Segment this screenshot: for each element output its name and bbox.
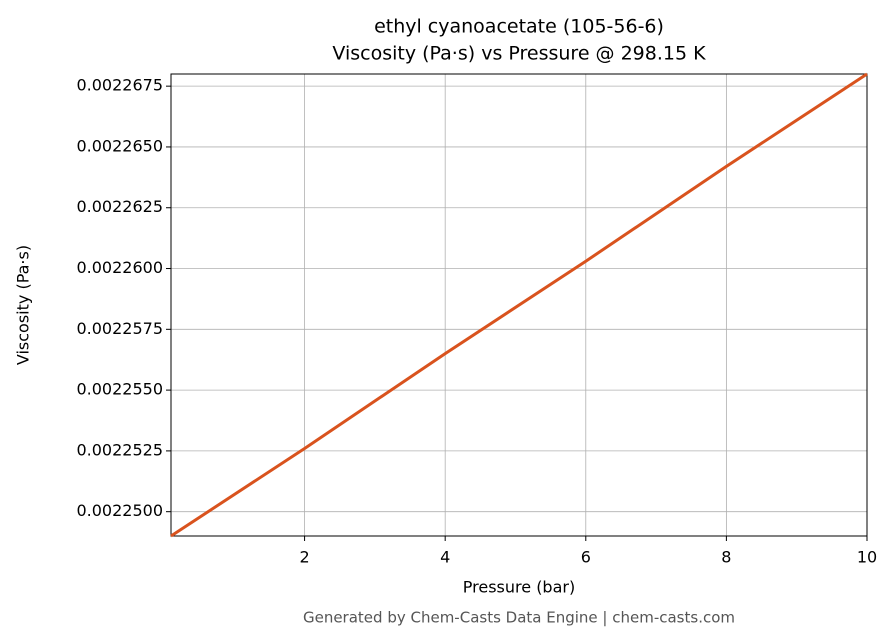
data-line [170, 72, 868, 538]
y-tick-label: 0.0022675 [76, 76, 163, 95]
y-tick-label: 0.0022525 [76, 440, 163, 459]
footer: Generated by Chem-Casts Data Engine | ch… [303, 609, 735, 627]
y-tick-label: 0.0022600 [76, 258, 163, 277]
y-tick-label: 0.0022575 [76, 319, 163, 338]
y-tick-label: 0.0022500 [76, 501, 163, 520]
x-tick-label: 8 [721, 548, 731, 567]
chart-title: ethyl cyanoacetate (105-56-6) [374, 16, 664, 38]
x-axis-label: Pressure (bar) [463, 578, 575, 597]
chart-subtitle: Viscosity (Pa·s) vs Pressure @ 298.15 K [332, 43, 706, 65]
y-tick-label: 0.0022625 [76, 197, 163, 216]
x-tick-label: 10 [857, 548, 877, 567]
y-tick-label: 0.0022550 [76, 380, 163, 399]
x-tick-label: 6 [581, 548, 591, 567]
y-axis-label: Viscosity (Pa·s) [14, 245, 33, 365]
x-tick-label: 4 [440, 548, 450, 567]
y-tick-label: 0.0022650 [76, 136, 163, 155]
plot-frame [170, 73, 868, 537]
x-tick-label: 2 [299, 548, 309, 567]
